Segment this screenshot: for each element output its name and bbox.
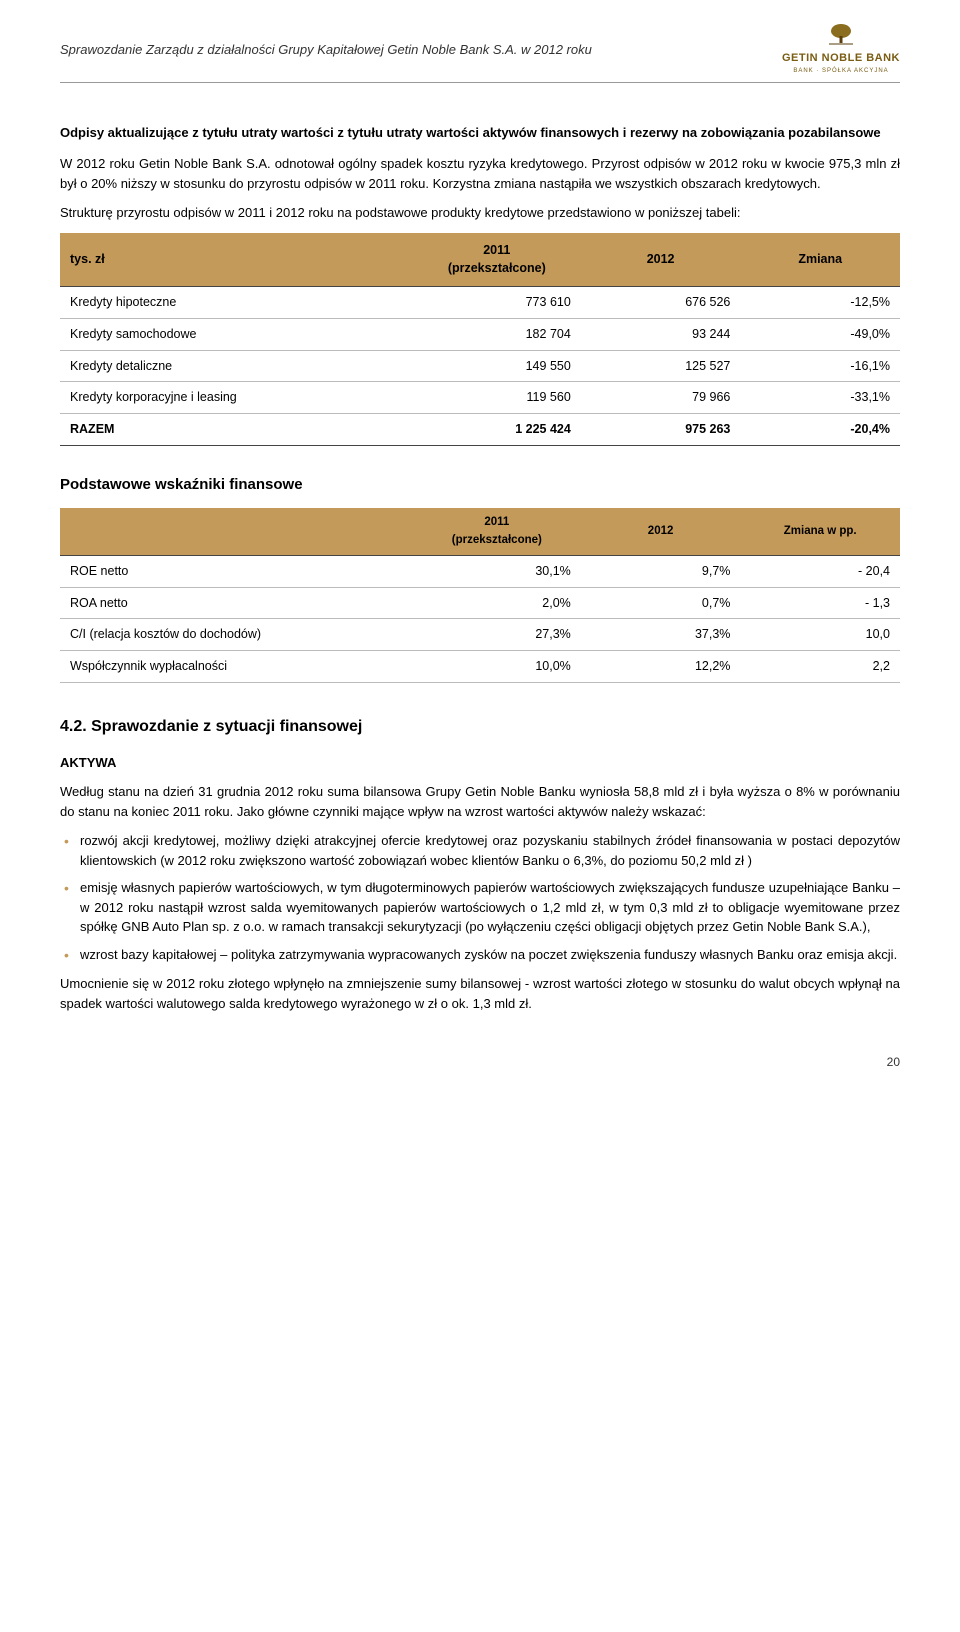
cell: 2,2 bbox=[740, 651, 900, 683]
cell: 9,7% bbox=[581, 555, 741, 587]
cell: Kredyty hipoteczne bbox=[60, 287, 413, 319]
list-item: rozwój akcji kredytowej, możliwy dzięki … bbox=[60, 831, 900, 870]
bullet-list: rozwój akcji kredytowej, możliwy dzięki … bbox=[60, 831, 900, 964]
cell: 79 966 bbox=[581, 382, 741, 414]
cell: -16,1% bbox=[740, 350, 900, 382]
col-header: 2011 (przekształcone) bbox=[413, 233, 581, 287]
table-row: Kredyty samochodowe182 70493 244-49,0% bbox=[60, 318, 900, 350]
table-row: ROA netto2,0%0,7%- 1,3 bbox=[60, 587, 900, 619]
table-row: Kredyty detaliczne149 550125 527-16,1% bbox=[60, 350, 900, 382]
col-header: 2011 (przekształcone) bbox=[413, 508, 581, 555]
table-row: ROE netto30,1%9,7%- 20,4 bbox=[60, 555, 900, 587]
cell: C/I (relacja kosztów do dochodów) bbox=[60, 619, 413, 651]
cell: -20,4% bbox=[740, 414, 900, 446]
cell: 676 526 bbox=[581, 287, 741, 319]
cell: Kredyty detaliczne bbox=[60, 350, 413, 382]
col-header: 2012 bbox=[581, 508, 741, 555]
page-header: Sprawozdanie Zarządu z działalności Grup… bbox=[60, 40, 900, 83]
cell: 182 704 bbox=[413, 318, 581, 350]
cell: 30,1% bbox=[413, 555, 581, 587]
cell: 2,0% bbox=[413, 587, 581, 619]
cell: Kredyty korporacyjne i leasing bbox=[60, 382, 413, 414]
page-number: 20 bbox=[60, 1053, 900, 1071]
cell: - 20,4 bbox=[740, 555, 900, 587]
cell: -12,5% bbox=[740, 287, 900, 319]
cell: 149 550 bbox=[413, 350, 581, 382]
table-row: C/I (relacja kosztów do dochodów)27,3%37… bbox=[60, 619, 900, 651]
cell: 10,0 bbox=[740, 619, 900, 651]
col-header: Zmiana bbox=[740, 233, 900, 287]
cell: 119 560 bbox=[413, 382, 581, 414]
table-row: Współczynnik wypłacalności10,0%12,2%2,2 bbox=[60, 651, 900, 683]
paragraph: Według stanu na dzień 31 grudnia 2012 ro… bbox=[60, 782, 900, 821]
cell: ROE netto bbox=[60, 555, 413, 587]
cell: ROA netto bbox=[60, 587, 413, 619]
cell: RAZEM bbox=[60, 414, 413, 446]
cell: 975 263 bbox=[581, 414, 741, 446]
credit-products-table: tys. zł 2011 (przekształcone) 2012 Zmian… bbox=[60, 233, 900, 446]
section-heading-financial-situation: 4.2. Sprawozdanie z sytuacji finansowej bbox=[60, 715, 900, 739]
logo-subtitle: BANK · SPÓŁKA AKCYJNA bbox=[782, 67, 900, 76]
cell: 37,3% bbox=[581, 619, 741, 651]
cell: - 1,3 bbox=[740, 587, 900, 619]
cell: Współczynnik wypłacalności bbox=[60, 651, 413, 683]
col-header: 2012 bbox=[581, 233, 741, 287]
paragraph: W 2012 roku Getin Noble Bank S.A. odnoto… bbox=[60, 154, 900, 193]
logo-text: GETIN NOBLE BANK bbox=[782, 50, 900, 67]
table-row: Kredyty hipoteczne773 610676 526-12,5% bbox=[60, 287, 900, 319]
cell: -49,0% bbox=[740, 318, 900, 350]
cell: Kredyty samochodowe bbox=[60, 318, 413, 350]
section-heading-impairment: Odpisy aktualizujące z tytułu utraty war… bbox=[60, 123, 900, 143]
list-item: wzrost bazy kapitałowej – polityka zatrz… bbox=[60, 945, 900, 965]
cell: 773 610 bbox=[413, 287, 581, 319]
paragraph: Strukturę przyrostu odpisów w 2011 i 201… bbox=[60, 203, 900, 223]
col-header: tys. zł bbox=[60, 233, 413, 287]
cell: 10,0% bbox=[413, 651, 581, 683]
table-row-total: RAZEM1 225 424975 263-20,4% bbox=[60, 414, 900, 446]
cell: -33,1% bbox=[740, 382, 900, 414]
cell: 1 225 424 bbox=[413, 414, 581, 446]
bank-logo: GETIN NOBLE BANK BANK · SPÓŁKA AKCYJNA bbox=[782, 22, 900, 76]
cell: 12,2% bbox=[581, 651, 741, 683]
paragraph: Umocnienie się w 2012 roku złotego wpłyn… bbox=[60, 974, 900, 1013]
tree-icon bbox=[782, 22, 900, 50]
aktywa-heading: AKTYWA bbox=[60, 753, 900, 773]
section-heading-indicators: Podstawowe wskaźniki finansowe bbox=[60, 474, 900, 497]
cell: 0,7% bbox=[581, 587, 741, 619]
cell: 27,3% bbox=[413, 619, 581, 651]
table-row: Kredyty korporacyjne i leasing119 56079 … bbox=[60, 382, 900, 414]
col-header: Zmiana w pp. bbox=[740, 508, 900, 555]
cell: 93 244 bbox=[581, 318, 741, 350]
list-item: emisję własnych papierów wartościowych, … bbox=[60, 878, 900, 937]
indicators-table: 2011 (przekształcone) 2012 Zmiana w pp. … bbox=[60, 508, 900, 683]
header-title: Sprawozdanie Zarządu z działalności Grup… bbox=[60, 40, 592, 60]
cell: 125 527 bbox=[581, 350, 741, 382]
